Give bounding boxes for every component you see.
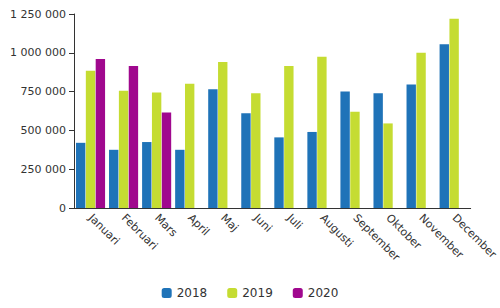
svg-text:500 000: 500 000 xyxy=(21,124,67,137)
svg-text:750 000: 750 000 xyxy=(21,85,67,98)
svg-text:September: September xyxy=(350,211,403,264)
svg-text:Februari: Februari xyxy=(119,211,161,253)
svg-text:1 250 000: 1 250 000 xyxy=(10,8,66,21)
svg-text:Juli: Juli xyxy=(284,211,305,232)
svg-text:November: November xyxy=(416,211,467,261)
svg-text:Oktober: Oktober xyxy=(383,211,424,252)
svg-text:250 000: 250 000 xyxy=(21,163,67,176)
svg-text:1 000 000: 1 000 000 xyxy=(10,46,66,59)
svg-text:December: December xyxy=(450,211,500,261)
svg-text:2020: 2020 xyxy=(308,286,339,300)
svg-text:Augusti: Augusti xyxy=(317,211,356,250)
svg-text:2019: 2019 xyxy=(242,286,273,300)
svg-text:Januari: Januari xyxy=(85,211,122,248)
svg-text:Mars: Mars xyxy=(152,211,180,239)
svg-text:Maj: Maj xyxy=(218,211,241,234)
svg-text:April: April xyxy=(185,211,212,238)
svg-text:Juni: Juni xyxy=(250,211,274,235)
svg-text:0: 0 xyxy=(59,202,66,215)
svg-text:2018: 2018 xyxy=(177,286,208,300)
